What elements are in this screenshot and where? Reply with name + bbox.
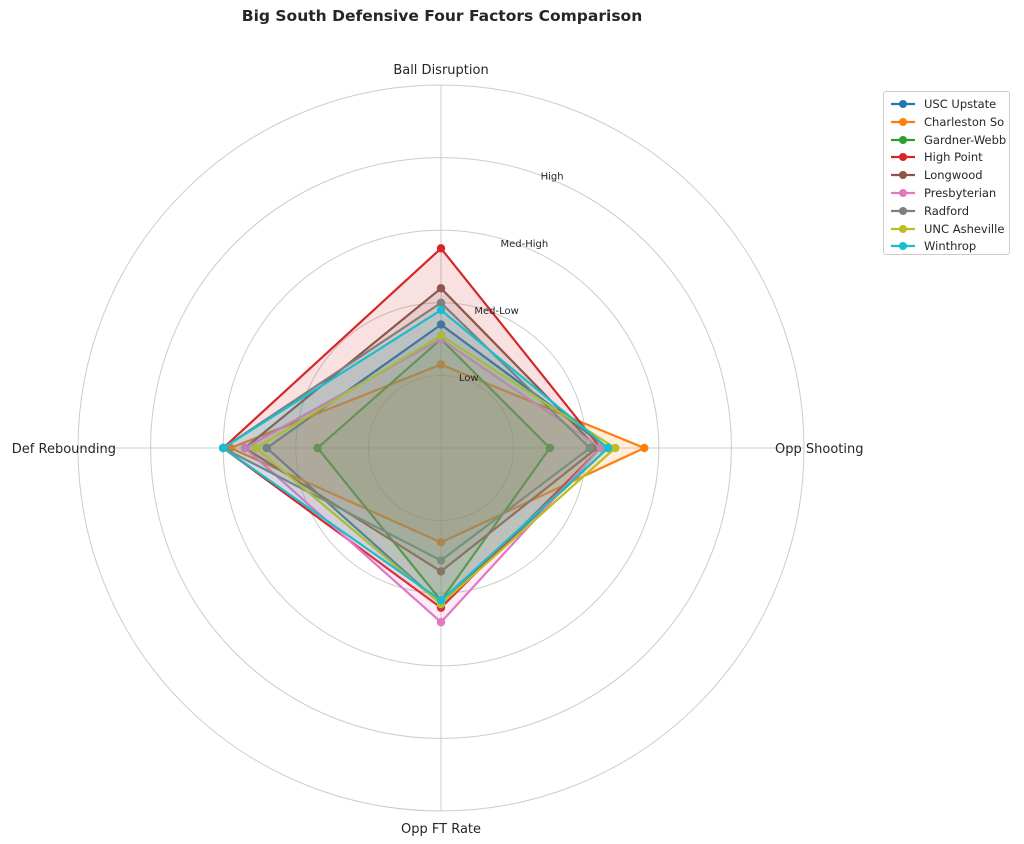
data-point xyxy=(640,443,649,453)
legend-swatch xyxy=(891,171,915,180)
legend-swatch xyxy=(891,117,915,126)
data-point xyxy=(611,443,620,453)
series-presbyterian xyxy=(240,334,605,627)
ring-label: Med-Low xyxy=(474,306,518,317)
series-fill xyxy=(317,339,550,601)
radar-labels: Ball Disruption Opp Shooting Opp FT Rate De… xyxy=(12,63,864,837)
legend-label: Winthrop xyxy=(924,239,977,254)
legend-item: UNC Asheville xyxy=(884,220,1009,238)
data-point xyxy=(585,443,595,453)
axis-label: Def Rebounding xyxy=(12,442,116,457)
data-point xyxy=(262,443,271,453)
data-point xyxy=(219,443,228,453)
series-fill xyxy=(223,302,590,561)
chart-title: Big South Defensive Four Factors Compari… xyxy=(241,7,643,25)
ring-label: Med-High xyxy=(500,239,548,250)
data-point xyxy=(436,320,446,329)
ring-label: Low xyxy=(459,373,479,384)
axis-label: Opp FT Rate xyxy=(401,822,481,837)
series-fill xyxy=(223,248,601,608)
legend-label: USC Upstate xyxy=(924,97,997,111)
legend-swatch xyxy=(891,153,915,162)
legend-swatch xyxy=(891,188,915,197)
series-fill xyxy=(230,364,645,543)
legend-swatch xyxy=(891,100,915,108)
chart-legend: USC Upstate Charleston So Gardner-Webb High… xyxy=(883,91,1010,255)
legend-label: High Point xyxy=(924,150,983,165)
legend-item: Gardner-Webb xyxy=(884,131,1009,149)
legend-label: UNC Asheville xyxy=(924,221,1005,236)
data-point xyxy=(436,284,446,293)
legend-item: Longwood xyxy=(884,166,1009,184)
legend-item: Presbyterian xyxy=(884,184,1009,202)
data-point xyxy=(436,298,446,307)
data-point xyxy=(251,443,261,453)
data-point xyxy=(596,443,605,453)
data-point xyxy=(240,443,250,453)
axis-label: Opp Shooting xyxy=(775,442,863,457)
data-point xyxy=(436,305,446,315)
legend-label: Longwood xyxy=(924,168,983,183)
data-point xyxy=(436,567,446,576)
data-point xyxy=(436,244,446,253)
legend-label: Radford xyxy=(924,203,969,218)
radar-series xyxy=(219,244,649,627)
series-fill xyxy=(245,339,601,623)
data-point xyxy=(545,443,555,453)
series-winthrop xyxy=(219,305,613,605)
legend-item: Charleston So xyxy=(884,113,1009,131)
legend-swatch xyxy=(891,224,915,233)
legend-item: High Point xyxy=(884,148,1009,166)
legend-item: Radford xyxy=(884,202,1009,220)
series-fill xyxy=(255,335,616,605)
legend-label: Charleston So xyxy=(924,114,1005,129)
legend-item: Winthrop xyxy=(884,237,1009,255)
data-point xyxy=(436,331,446,340)
legend-swatch xyxy=(891,242,915,251)
legend-swatch xyxy=(891,206,915,215)
axis-label: Ball Disruption xyxy=(393,63,488,78)
series-fill xyxy=(223,310,608,601)
data-point xyxy=(436,556,446,565)
data-point xyxy=(436,538,446,547)
legend-label: Gardner-Webb xyxy=(924,132,1007,147)
data-point xyxy=(603,443,613,453)
legend-label: Presbyterian xyxy=(924,185,997,200)
legend-swatch xyxy=(891,135,915,144)
data-point xyxy=(313,443,322,453)
data-point xyxy=(436,596,446,605)
legend-item: USC Upstate xyxy=(884,95,1009,113)
ring-label: High xyxy=(541,172,564,183)
data-point xyxy=(436,360,446,369)
data-point xyxy=(436,618,446,627)
